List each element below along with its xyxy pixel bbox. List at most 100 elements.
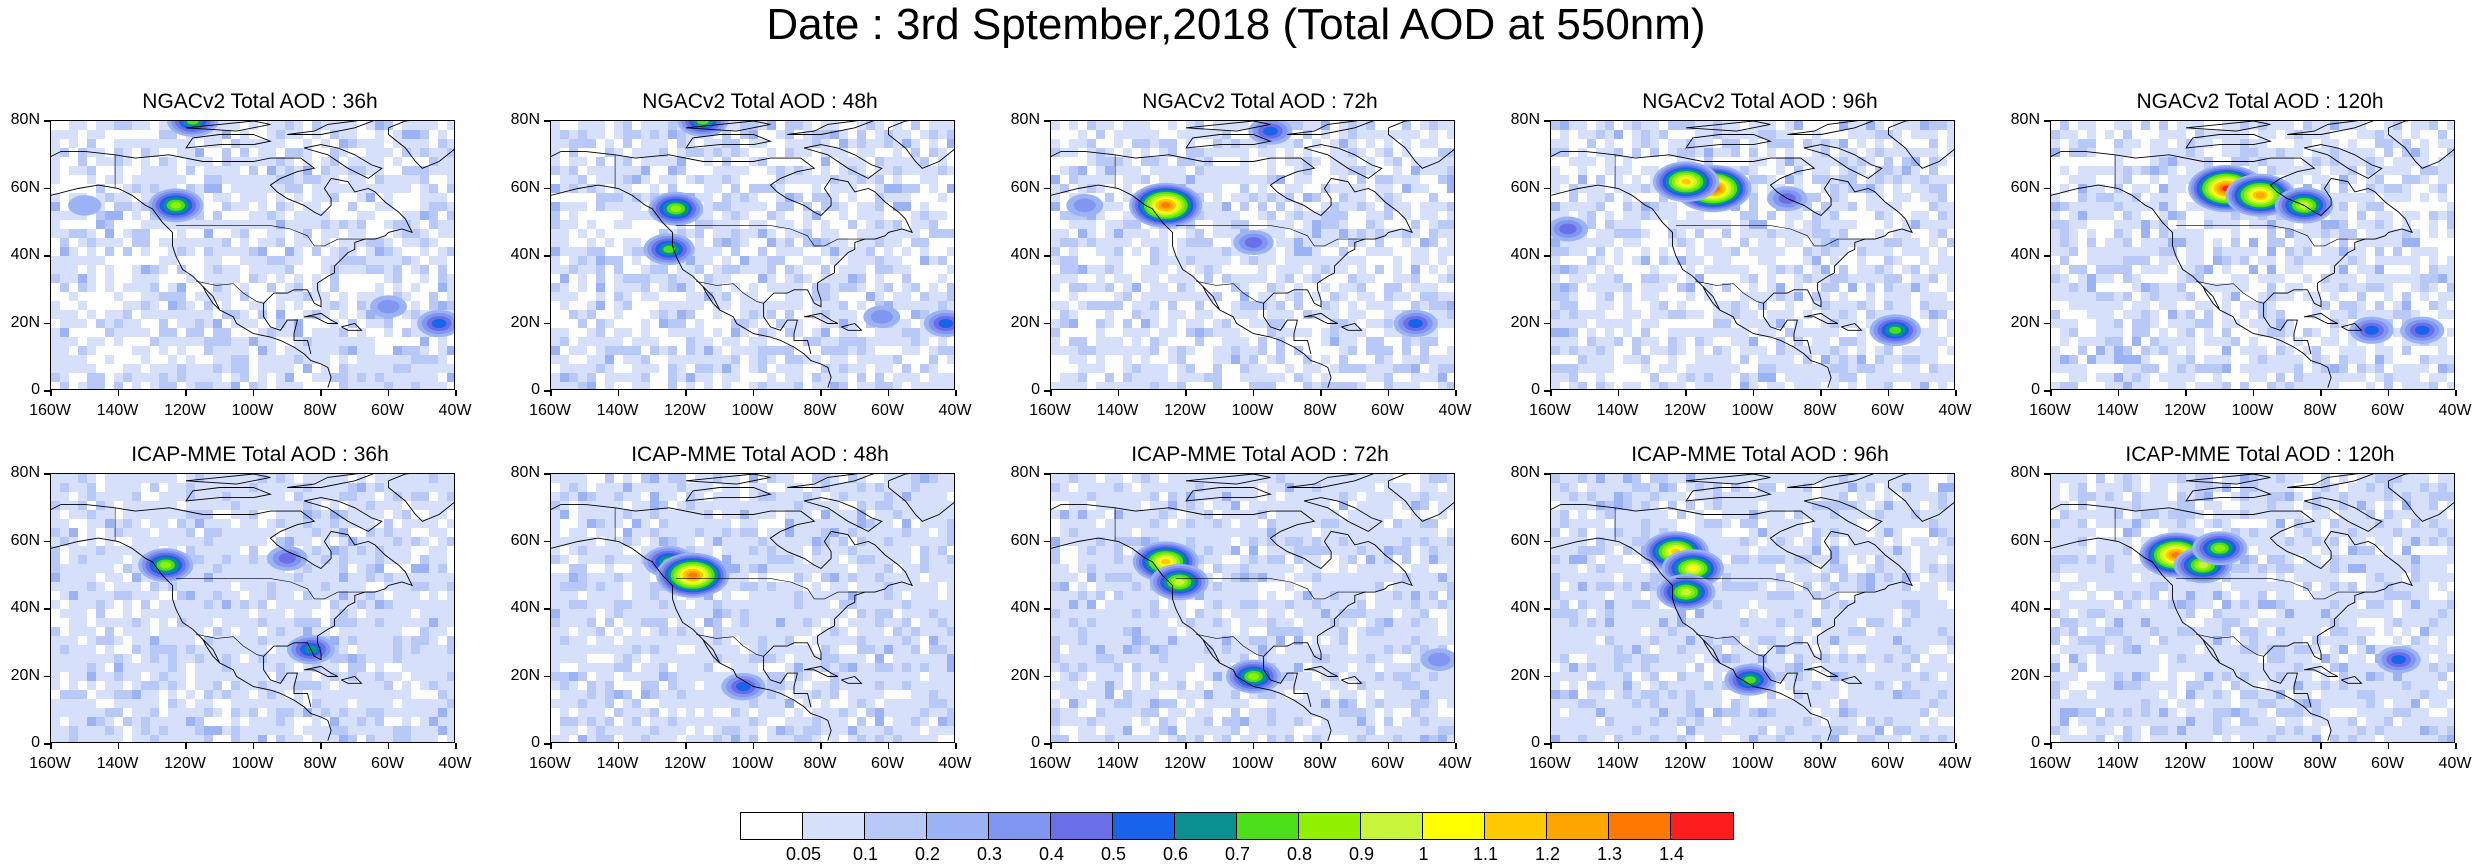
- aod-colorbar: [740, 812, 1734, 840]
- lat-tick: [1044, 188, 1050, 190]
- lat-tick: [1044, 608, 1050, 610]
- lon-tick-label: 160W: [1520, 755, 1580, 773]
- lat-tick-label: 20N: [1000, 667, 1040, 685]
- lon-tick: [118, 390, 120, 396]
- lon-tick: [1618, 743, 1620, 749]
- lat-tick-label: 20N: [0, 667, 40, 685]
- lon-tick: [618, 743, 620, 749]
- aod-field-svg: [551, 121, 955, 390]
- lon-tick: [1185, 390, 1187, 396]
- lat-tick-label: 40N: [1000, 246, 1040, 264]
- lat-tick: [44, 120, 50, 122]
- lon-tick: [1685, 390, 1687, 396]
- lat-tick-label: 80N: [1000, 111, 1040, 129]
- lat-tick: [44, 608, 50, 610]
- figure-title: Date : 3rd Sptember,2018 (Total AOD at 5…: [0, 0, 2472, 50]
- lat-tick: [44, 473, 50, 475]
- lon-tick: [1955, 743, 1957, 749]
- lon-tick: [1955, 390, 1957, 396]
- aod-map: [1550, 473, 1955, 743]
- lon-tick: [2320, 390, 2322, 396]
- lat-tick: [1544, 608, 1550, 610]
- lat-tick: [544, 608, 550, 610]
- lat-tick-label: 40N: [500, 246, 540, 264]
- lon-tick: [50, 743, 52, 749]
- lon-tick: [1753, 390, 1755, 396]
- lon-tick-label: 160W: [1020, 755, 1080, 773]
- lat-tick: [2044, 188, 2050, 190]
- lon-tick: [550, 390, 552, 396]
- lat-tick-label: 20N: [1500, 667, 1540, 685]
- lon-tick-label: 60W: [358, 755, 418, 773]
- aod-field-svg: [1051, 121, 1455, 390]
- lon-tick: [2388, 390, 2390, 396]
- lon-tick: [320, 743, 322, 749]
- colorbar-swatch: [1051, 813, 1113, 839]
- lon-tick: [1820, 743, 1822, 749]
- colorbar-swatch: [741, 813, 803, 839]
- lon-tick-label: 100W: [723, 402, 783, 420]
- aod-map: [2050, 473, 2455, 743]
- lon-tick: [1455, 390, 1457, 396]
- lat-tick-label: 0: [0, 381, 40, 399]
- lat-tick-label: 20N: [500, 667, 540, 685]
- lat-tick-label: 0: [0, 734, 40, 752]
- lon-tick-label: 140W: [1088, 755, 1148, 773]
- lat-tick-label: 60N: [2000, 179, 2040, 197]
- aod-plume: [721, 673, 765, 700]
- lon-tick-label: 100W: [1723, 755, 1783, 773]
- lat-tick-label: 80N: [1000, 464, 1040, 482]
- lat-tick-label: 60N: [0, 179, 40, 197]
- aod-field-svg: [51, 474, 455, 743]
- colorbar-swatch: [1671, 813, 1733, 839]
- aod-plume: [1870, 314, 1921, 346]
- colorbar-swatch: [803, 813, 865, 839]
- aod-field-svg: [51, 121, 455, 390]
- aod-map: [550, 473, 955, 743]
- lon-tick-label: 160W: [1520, 402, 1580, 420]
- aod-plume: [1393, 310, 1437, 337]
- lat-tick-label: 80N: [2000, 111, 2040, 129]
- lon-tick-label: 120W: [155, 755, 215, 773]
- lon-tick: [1253, 390, 1255, 396]
- colorbar-swatch: [1485, 813, 1547, 839]
- lon-tick: [685, 390, 687, 396]
- lat-tick-label: 80N: [1500, 464, 1540, 482]
- lon-tick: [753, 743, 755, 749]
- lon-tick-label: 40W: [1925, 402, 1985, 420]
- lon-tick-label: 140W: [2088, 402, 2148, 420]
- lon-tick: [820, 743, 822, 749]
- panel-title: NGACv2 Total AOD : 120h: [2050, 90, 2470, 114]
- lat-tick-label: 60N: [1000, 532, 1040, 550]
- lon-tick: [820, 390, 822, 396]
- lat-tick: [1044, 255, 1050, 257]
- lon-tick-label: 100W: [723, 755, 783, 773]
- lon-tick-label: 140W: [1588, 402, 1648, 420]
- lon-tick-label: 60W: [2358, 755, 2418, 773]
- lon-tick-label: 120W: [155, 402, 215, 420]
- lon-tick: [955, 390, 957, 396]
- lat-tick-label: 20N: [2000, 314, 2040, 332]
- lat-tick-label: 60N: [500, 179, 540, 197]
- lat-tick-label: 80N: [2000, 464, 2040, 482]
- lat-tick-label: 20N: [0, 314, 40, 332]
- lat-tick-label: 60N: [0, 532, 40, 550]
- colorbar-swatch: [1423, 813, 1485, 839]
- lon-tick-label: 140W: [588, 755, 648, 773]
- lon-tick: [1050, 390, 1052, 396]
- lon-tick: [388, 390, 390, 396]
- lat-tick-label: 40N: [1500, 599, 1540, 617]
- colorbar-swatch: [1175, 813, 1237, 839]
- lon-tick-label: 120W: [1155, 755, 1215, 773]
- aod-plume: [1657, 574, 1716, 610]
- colorbar-swatch: [1609, 813, 1671, 839]
- lat-tick-label: 40N: [500, 599, 540, 617]
- lon-tick-label: 80W: [2290, 402, 2350, 420]
- aod-plume: [1653, 161, 1719, 202]
- aod-plume: [267, 546, 308, 571]
- aod-plume: [138, 548, 193, 582]
- lat-tick: [1544, 188, 1550, 190]
- lon-tick-label: 40W: [425, 402, 485, 420]
